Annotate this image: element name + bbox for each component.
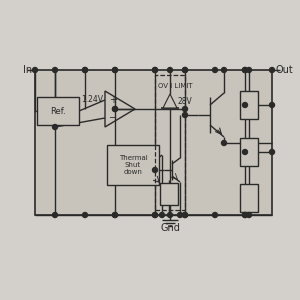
Circle shape	[112, 106, 118, 112]
Text: Gnd: Gnd	[160, 223, 180, 233]
Circle shape	[221, 68, 226, 73]
Circle shape	[112, 212, 118, 217]
Text: +: +	[109, 95, 117, 105]
Circle shape	[242, 149, 247, 154]
Text: In: In	[23, 65, 32, 75]
Text: 1.24V: 1.24V	[81, 95, 103, 104]
Circle shape	[32, 68, 38, 73]
Circle shape	[52, 124, 58, 130]
Circle shape	[247, 212, 251, 217]
Circle shape	[82, 68, 88, 73]
Circle shape	[242, 103, 247, 107]
Bar	[107, 145, 159, 185]
Circle shape	[112, 106, 118, 112]
Circle shape	[152, 167, 158, 172]
Circle shape	[82, 68, 88, 73]
Circle shape	[212, 68, 217, 73]
Circle shape	[182, 68, 188, 73]
Circle shape	[112, 68, 118, 73]
Circle shape	[167, 212, 172, 217]
Text: Thermal
Shut
down: Thermal Shut down	[118, 155, 147, 175]
Bar	[160, 183, 178, 205]
Bar	[240, 184, 258, 212]
Circle shape	[112, 212, 118, 217]
Text: OV I LIMIT: OV I LIMIT	[158, 83, 193, 89]
Circle shape	[242, 68, 247, 73]
Circle shape	[182, 106, 188, 112]
Circle shape	[269, 103, 275, 107]
Circle shape	[152, 68, 158, 73]
Circle shape	[269, 68, 275, 73]
Circle shape	[112, 68, 118, 73]
Circle shape	[221, 140, 226, 146]
Circle shape	[269, 149, 275, 154]
Bar	[240, 138, 258, 166]
Text: 28V: 28V	[178, 97, 193, 106]
Circle shape	[242, 68, 247, 73]
Circle shape	[247, 68, 251, 73]
Circle shape	[82, 212, 88, 217]
Bar	[35, 70, 272, 215]
Polygon shape	[163, 94, 177, 108]
Bar	[240, 91, 258, 119]
Circle shape	[182, 212, 188, 217]
Circle shape	[178, 212, 182, 217]
Circle shape	[52, 68, 58, 73]
Circle shape	[152, 212, 158, 217]
Bar	[155, 75, 185, 210]
Text: Out: Out	[275, 65, 293, 75]
Circle shape	[167, 68, 172, 73]
Circle shape	[182, 112, 188, 118]
Circle shape	[242, 212, 247, 217]
Circle shape	[242, 212, 247, 217]
Circle shape	[52, 212, 58, 217]
Circle shape	[160, 212, 164, 217]
Bar	[37, 97, 79, 125]
Circle shape	[212, 212, 217, 217]
Text: −: −	[109, 113, 117, 123]
Text: Ref.: Ref.	[50, 106, 66, 116]
Circle shape	[182, 68, 188, 73]
Circle shape	[152, 68, 158, 73]
Circle shape	[182, 212, 188, 217]
Circle shape	[152, 212, 158, 217]
